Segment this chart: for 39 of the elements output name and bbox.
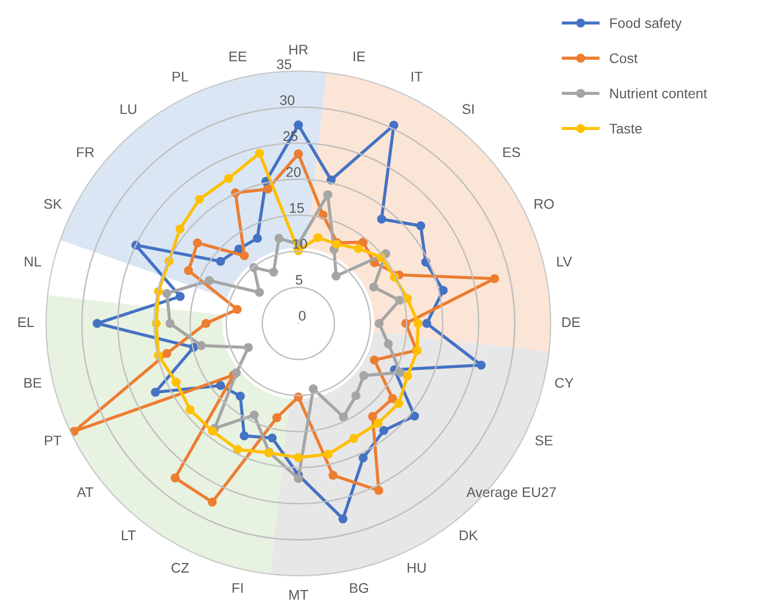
spoke-label: BG	[350, 583, 368, 593]
spoke-label: EL	[18, 317, 34, 327]
y-tick-label: 35	[276, 59, 292, 70]
legend-label: Food safety	[610, 18, 682, 31]
spoke-label: DE	[562, 317, 580, 327]
y-tick-label: 5	[296, 275, 302, 285]
spoke-label: DK	[460, 530, 478, 540]
legend-label: Taste	[609, 124, 642, 134]
spoke-label: BE	[24, 378, 42, 388]
spoke-label: AT	[76, 487, 94, 497]
spoke-label: SK	[44, 199, 62, 209]
spoke-label: PL	[172, 72, 188, 82]
spoke-label: RO	[534, 199, 554, 209]
spoke-label: CY	[555, 378, 574, 388]
spoke-label: NL	[24, 256, 42, 266]
spoke-label: ES	[503, 147, 520, 158]
spoke-label: IE	[354, 52, 365, 62]
y-tick-label: 30	[280, 95, 294, 106]
spoke-label: FR	[77, 147, 94, 158]
y-tick-label: 15	[290, 203, 304, 213]
spoke-label: Average EU27	[466, 487, 556, 500]
y-tick-label: 20	[286, 167, 301, 177]
spoke-label: CZ	[172, 562, 189, 573]
spoke-label: IT	[412, 72, 422, 82]
y-tick-label: 10	[293, 238, 307, 249]
spoke-label: LU	[120, 104, 136, 114]
spoke-label: MT	[289, 590, 308, 600]
spoke-label: FI	[232, 583, 243, 593]
spoke-label: LT	[122, 530, 136, 540]
spoke-label: HU	[408, 563, 426, 573]
legend-label: Nutrient content	[610, 88, 708, 98]
spoke-label: PT	[45, 436, 62, 446]
spoke-label: LV	[557, 256, 572, 266]
spoke-label: SE	[535, 436, 553, 446]
legend-label: Cost	[610, 53, 638, 64]
spoke-label: SI	[462, 104, 474, 114]
y-tick-label: 0	[298, 310, 306, 321]
spoke-label: HR	[289, 44, 308, 54]
spoke-label: EE	[230, 52, 246, 62]
